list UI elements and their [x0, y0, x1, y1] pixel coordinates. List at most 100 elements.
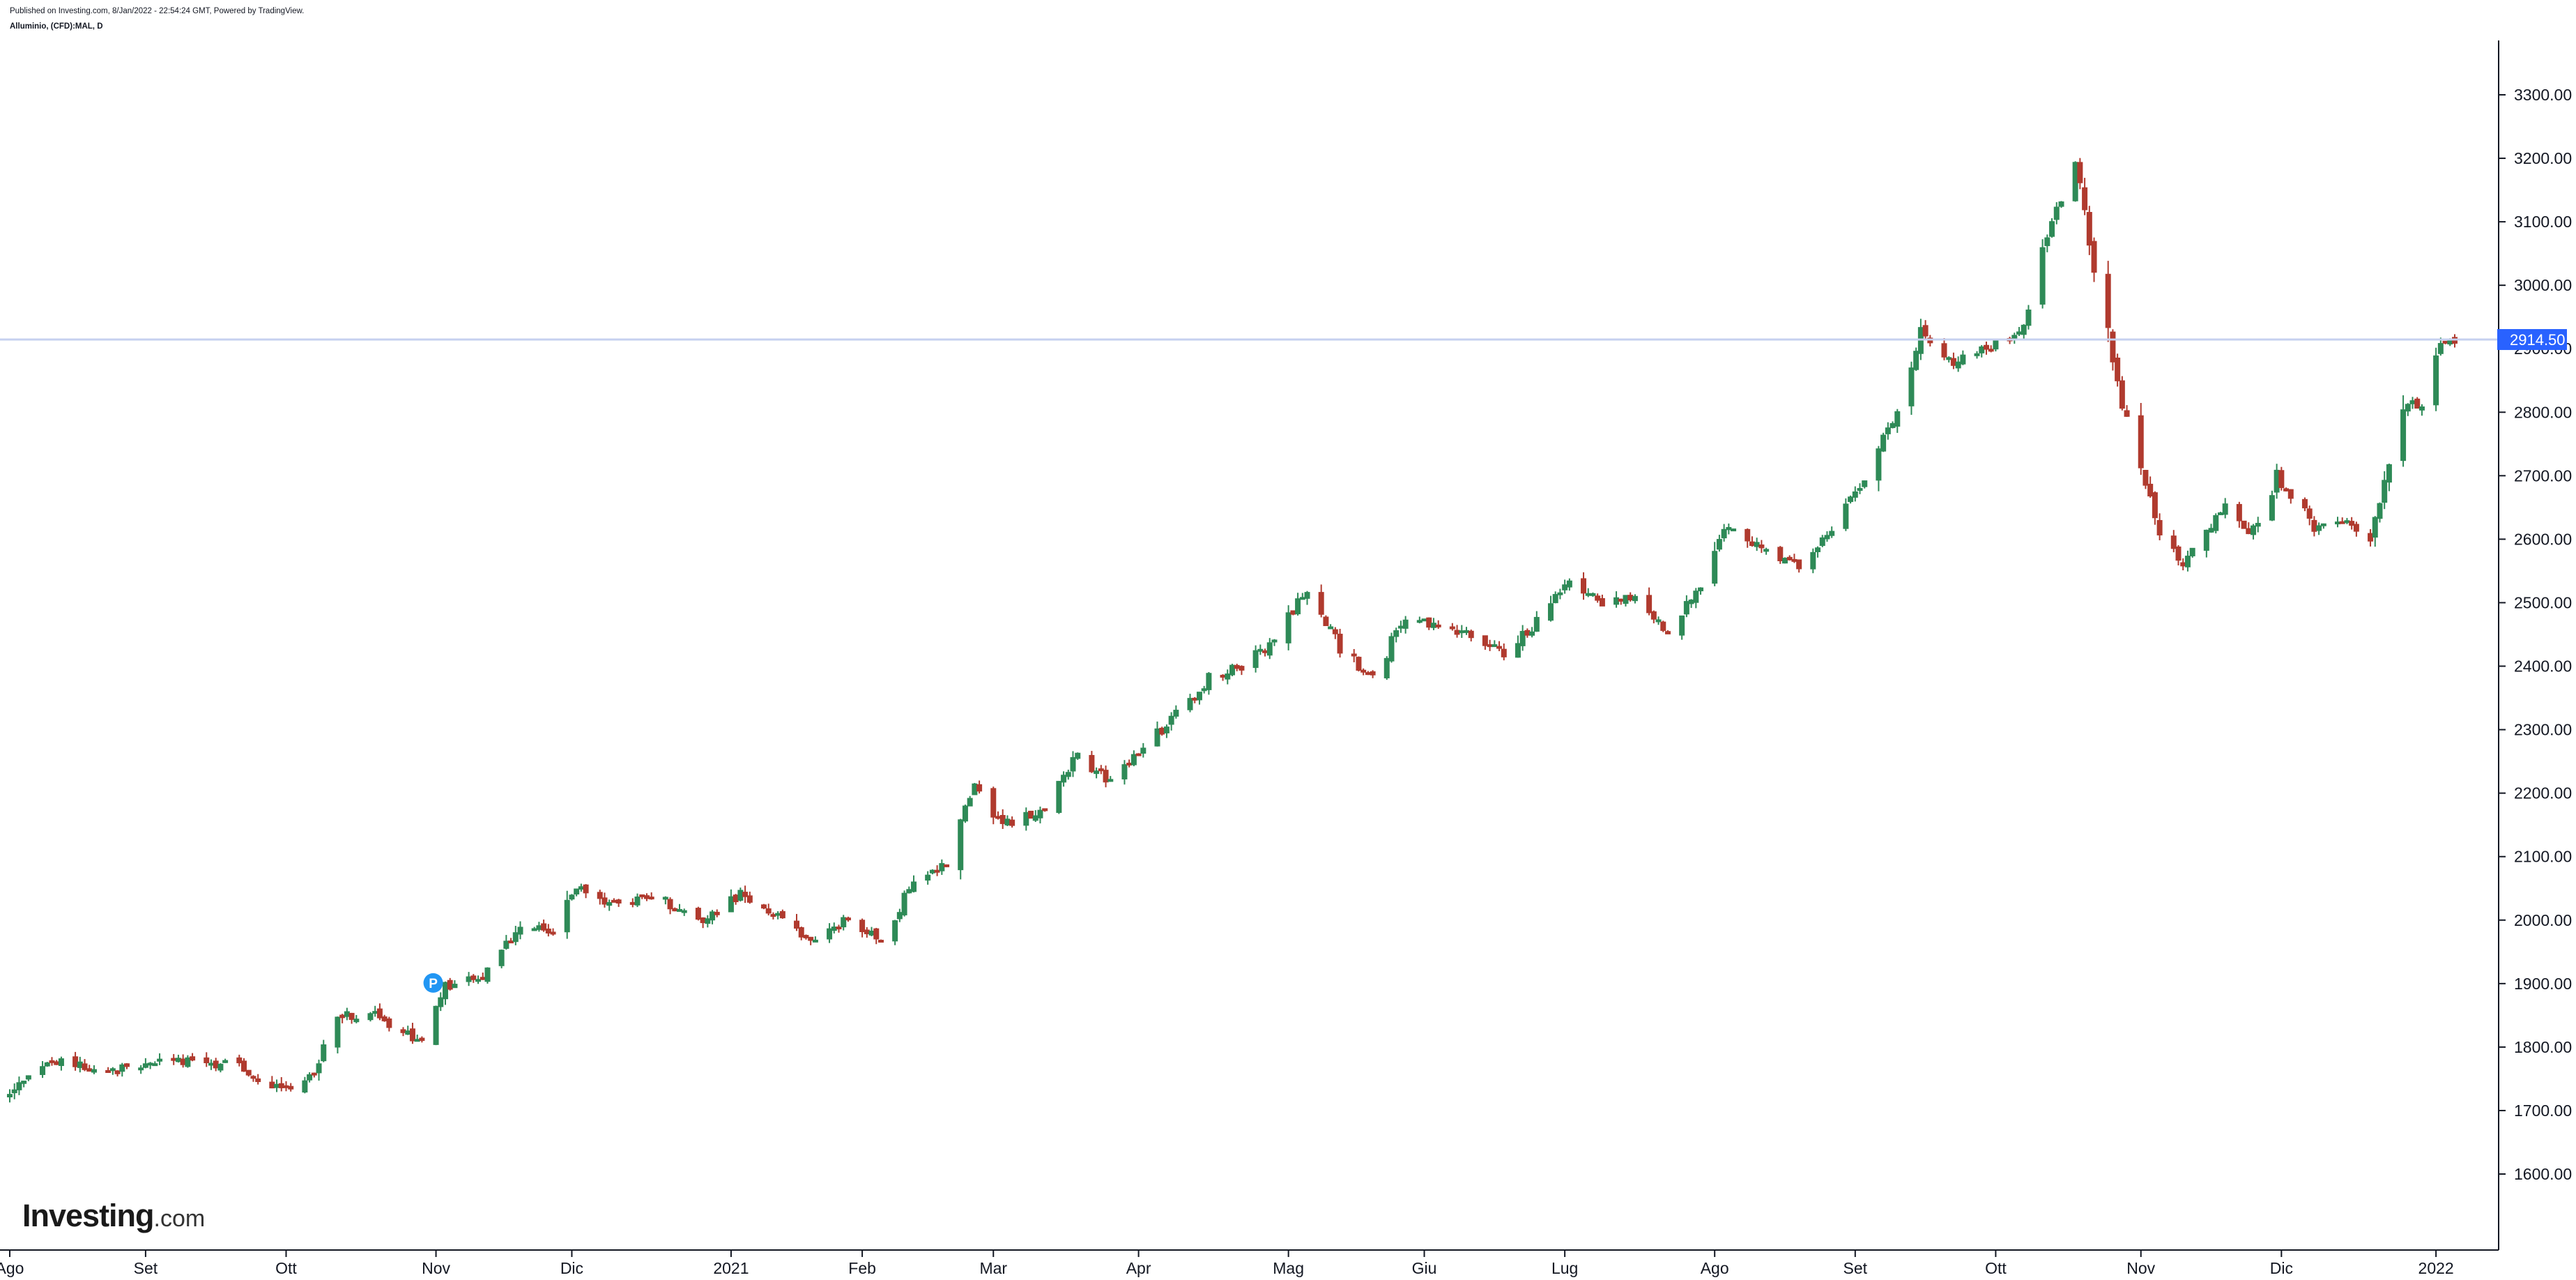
candle — [152, 1061, 158, 1067]
candle-body — [1201, 688, 1207, 692]
candle-body — [498, 950, 505, 966]
candle-body — [1435, 624, 1441, 627]
candle — [1533, 611, 1540, 632]
candle — [710, 910, 716, 924]
candle-body — [372, 1011, 378, 1014]
candle — [405, 1026, 411, 1035]
candle-body — [381, 1016, 388, 1021]
candle — [827, 923, 833, 943]
candle-body — [1262, 650, 1268, 653]
candle — [733, 894, 739, 905]
candle-body — [1061, 775, 1067, 783]
candle-body — [1960, 354, 1966, 365]
x-tick-label: Mag — [1273, 1259, 1304, 1277]
candle — [831, 922, 837, 934]
candle — [1365, 671, 1371, 676]
candle-body — [2124, 410, 2130, 417]
candle-body — [1192, 697, 1198, 701]
candle — [447, 977, 453, 991]
candle-body — [2147, 483, 2154, 497]
candle-body — [911, 881, 917, 892]
candle — [873, 927, 880, 945]
candle-body — [1547, 603, 1554, 621]
candle-body — [1285, 612, 1291, 643]
candle-body — [2110, 331, 2116, 363]
candle-body — [1168, 715, 1174, 725]
candle — [601, 892, 608, 908]
candle-body — [892, 920, 898, 942]
candle-body — [901, 892, 907, 915]
y-tick-label: 1700.00 — [2514, 1102, 2572, 1120]
candle — [157, 1053, 163, 1065]
candle-body — [1426, 617, 1432, 628]
candle — [1487, 639, 1493, 651]
candle-body — [611, 899, 617, 903]
candle — [2246, 522, 2252, 535]
candle — [114, 1070, 121, 1077]
candle — [2255, 517, 2261, 533]
time-axis[interactable]: Ago Set Ott Nov Dic 2021 Feb Mar Apr Mag Giu Lug Ago… — [0, 1250, 2454, 1277]
candle — [934, 865, 940, 876]
candle-body — [564, 899, 570, 933]
candle-body — [1796, 559, 1802, 570]
candle — [1810, 548, 1816, 574]
candle-body — [634, 896, 641, 906]
candle — [2021, 323, 2027, 340]
candle-body — [335, 1016, 341, 1048]
candle-body — [508, 940, 514, 944]
candle-body — [124, 1063, 130, 1067]
candle — [316, 1059, 322, 1081]
candle — [2049, 218, 2055, 238]
price-axis[interactable]: 1600.00 1700.00 1800.00 1900.00 2000.00 2100.… — [2499, 86, 2572, 1183]
y-tick-label: 2600.00 — [2514, 530, 2572, 548]
candle-body — [1679, 615, 1685, 636]
candle-body — [119, 1064, 125, 1072]
candle-body — [831, 927, 837, 931]
price-marker[interactable]: P — [423, 973, 443, 993]
candle-body — [877, 940, 884, 943]
candle — [2011, 333, 2018, 344]
candle-body — [2086, 212, 2092, 246]
x-tick-label: 2021 — [713, 1259, 749, 1277]
candle — [2409, 397, 2416, 409]
candle-body — [1004, 818, 1011, 825]
candle-body — [2189, 547, 2195, 556]
candle — [1323, 615, 1329, 627]
candle-body — [2115, 357, 2121, 381]
candle-body — [2287, 489, 2294, 499]
candle-body — [2039, 247, 2046, 305]
candle-body — [1075, 752, 1081, 759]
candle-body — [958, 819, 964, 871]
candle — [241, 1058, 247, 1072]
candle — [1459, 625, 1465, 638]
candle — [765, 904, 772, 916]
marker-circle[interactable] — [423, 973, 443, 993]
candle — [1075, 752, 1081, 760]
candle-body — [939, 863, 945, 871]
candle — [1927, 335, 1933, 346]
candle-body — [86, 1068, 93, 1072]
candle-body — [152, 1063, 158, 1067]
candle — [1107, 776, 1114, 782]
candle-body — [1468, 630, 1474, 639]
candle-body — [1829, 531, 1835, 536]
candle — [958, 818, 964, 880]
candle — [2058, 201, 2064, 208]
candle — [2110, 329, 2116, 371]
candle-body — [1360, 669, 1367, 673]
candle — [1562, 579, 1568, 594]
candle — [1529, 627, 1535, 638]
candle — [217, 1063, 224, 1073]
candle — [972, 783, 978, 795]
candle — [414, 1034, 420, 1042]
candle — [348, 1012, 355, 1024]
candle — [480, 973, 486, 980]
candle — [2077, 158, 2083, 190]
candle — [2072, 161, 2078, 202]
candle-body — [2053, 206, 2060, 220]
candle — [44, 1062, 50, 1067]
candle-body — [1993, 340, 1999, 350]
candle — [517, 921, 523, 940]
candle-body — [1754, 542, 1760, 547]
